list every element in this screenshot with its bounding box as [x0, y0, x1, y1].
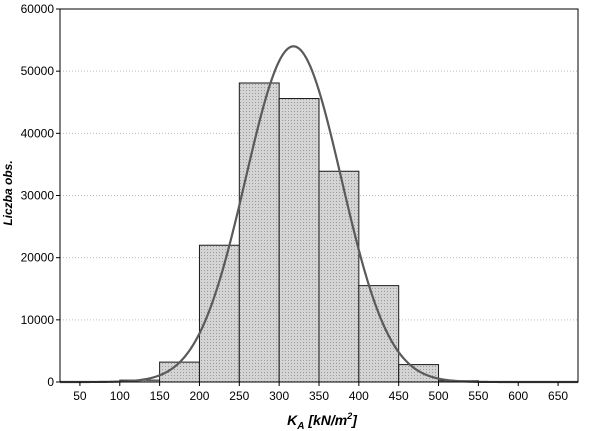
histogram-bars	[119, 82, 479, 383]
x-tick-label: 150	[150, 389, 170, 403]
x-tick-label: 200	[189, 389, 209, 403]
y-tick-label: 30000	[21, 189, 55, 203]
y-tick-label: 20000	[21, 251, 55, 265]
x-tick-label: 350	[309, 389, 329, 403]
x-axis-ticks: 50 100 150 200 250 300 350 400 450 500 550 600 650	[73, 382, 568, 403]
x-tick-label: 650	[548, 389, 568, 403]
x-axis-title-unit: [kN/m	[304, 412, 347, 428]
histogram-bar	[238, 82, 280, 383]
histogram-bar	[198, 244, 240, 383]
histogram-bar	[358, 285, 400, 383]
x-axis-title-close: ]	[350, 412, 358, 428]
histogram-bar	[278, 98, 320, 383]
histogram-bar	[398, 364, 440, 383]
histogram-bar	[318, 170, 360, 383]
x-tick-label: 500	[429, 389, 449, 403]
y-tick-label: 60000	[21, 2, 55, 16]
y-axis-title: Liczba obs.	[1, 160, 15, 225]
x-axis-title-main: K	[287, 412, 298, 428]
x-axis-title: KA [kN/m2]	[287, 411, 358, 431]
y-tick-label: 10000	[21, 313, 55, 327]
x-tick-label: 300	[269, 389, 289, 403]
y-tick-label: 0	[47, 375, 54, 389]
x-tick-label: 50	[73, 389, 87, 403]
x-tick-label: 250	[229, 389, 249, 403]
x-axis-title-sub: A	[296, 421, 304, 431]
x-tick-label: 600	[508, 389, 528, 403]
x-tick-label: 550	[468, 389, 488, 403]
x-tick-label: 100	[110, 389, 130, 403]
x-tick-label: 400	[349, 389, 369, 403]
y-axis-ticks: 0 10000 20000 30000 40000 50000 60000	[21, 2, 60, 389]
y-tick-label: 50000	[21, 64, 55, 78]
x-tick-label: 450	[389, 389, 409, 403]
x-axis-title-sup: 2	[346, 411, 352, 421]
y-tick-label: 40000	[21, 126, 55, 140]
